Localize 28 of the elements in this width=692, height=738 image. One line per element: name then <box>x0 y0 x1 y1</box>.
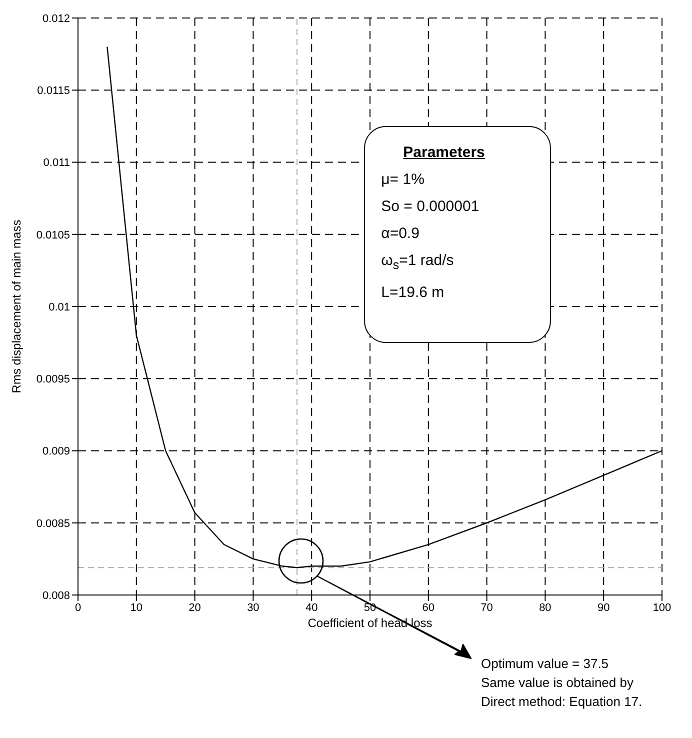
x-tick-label: 30 <box>247 602 260 614</box>
x-tick-label: 80 <box>539 602 552 614</box>
annotation: Parameters <box>403 143 486 164</box>
x-tick-label: 0 <box>74 602 82 614</box>
y-tick-label: 0.009 <box>42 446 70 458</box>
y-tick-label: 0.0085 <box>36 518 70 530</box>
y-tick-label: 0.0115 <box>37 85 70 98</box>
y-tick-label: 0.008 <box>42 590 70 602</box>
x-tick-label: 20 <box>188 602 201 614</box>
text: Optimum value = 37.5 Same value is obtained by Direct method: Equation 17. <box>481 655 642 711</box>
y-tick-label: 0.011 <box>43 157 70 170</box>
annotation: L=19.6 m <box>381 283 446 304</box>
y-tick-label: 0.0095 <box>36 374 70 386</box>
annotation: α=0.9 <box>381 224 420 244</box>
x-tick-label: 70 <box>480 602 493 614</box>
x-axis-title: Coefficient of head loss <box>308 616 432 630</box>
annotation: μ= 1% <box>381 170 426 190</box>
y-tick-label: 0.01 <box>48 301 70 314</box>
y-axis-title: Rms displacement of main mass <box>9 220 24 394</box>
x-tick-label: 100 <box>652 602 672 614</box>
annotation: ω$_{s}$=1 rad/s <box>381 251 455 274</box>
x-tick-label: 60 <box>422 602 435 614</box>
y-tick-label: 0.012 <box>42 12 70 25</box>
x-tick-label: 90 <box>597 602 610 614</box>
x-tick-label: 40 <box>305 602 318 614</box>
x-tick-label: 10 <box>130 602 143 614</box>
annotation: So = 0.000001 <box>381 197 480 218</box>
y-tick-label: 0.0105 <box>36 229 70 242</box>
